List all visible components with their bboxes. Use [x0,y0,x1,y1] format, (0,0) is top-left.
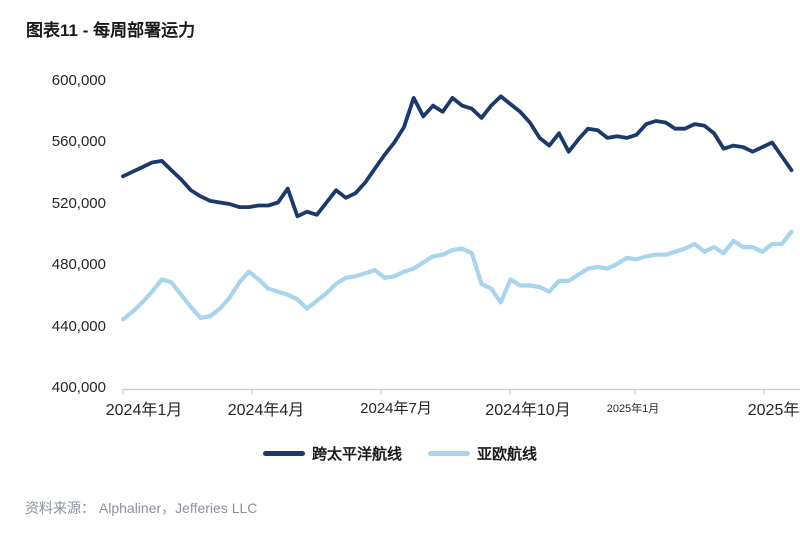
legend-label: 跨太平洋航线 [311,446,402,463]
x-axis-label: 2024年4月 [227,402,305,419]
plot-area: 600,000 560,000 520,000 480,000 440,000 … [51,72,800,419]
x-axis-label: 2024年1月 [105,402,183,419]
y-axis-label: 480,000 [51,256,106,273]
asia-europe-line [120,229,794,322]
y-axis-label: 440,000 [51,318,106,335]
x-axis-label: 2025年4月 [747,402,800,419]
legend-label: 亚欧航线 [477,446,538,463]
y-axis-label: 600,000 [51,72,106,89]
chart-title: 图表11 - 每周部署运力 [26,21,196,40]
x-axis-label: 2024年10月 [485,402,571,419]
transpacific-line-swatch [262,451,305,456]
asia-europe-line-swatch [428,451,470,456]
plot-svg [120,94,800,395]
chart-legend: 跨太平洋航线 亚欧航线 [0,443,800,464]
x-axis-label: 2025年1月 [606,403,660,415]
y-axis-label: 520,000 [51,195,106,212]
x-axis-label: 2024年7月 [360,400,432,417]
legend-item-transpacific: 跨太平洋航线 [262,443,402,464]
transpacific-line [121,94,794,219]
source-note: 资料来源： Alphaliner，Jefferies LLC [25,500,258,516]
y-axis-label: 400,000 [51,379,106,396]
legend-item-asia-europe: 亚欧航线 [428,443,537,464]
y-axis-label: 560,000 [51,133,106,150]
